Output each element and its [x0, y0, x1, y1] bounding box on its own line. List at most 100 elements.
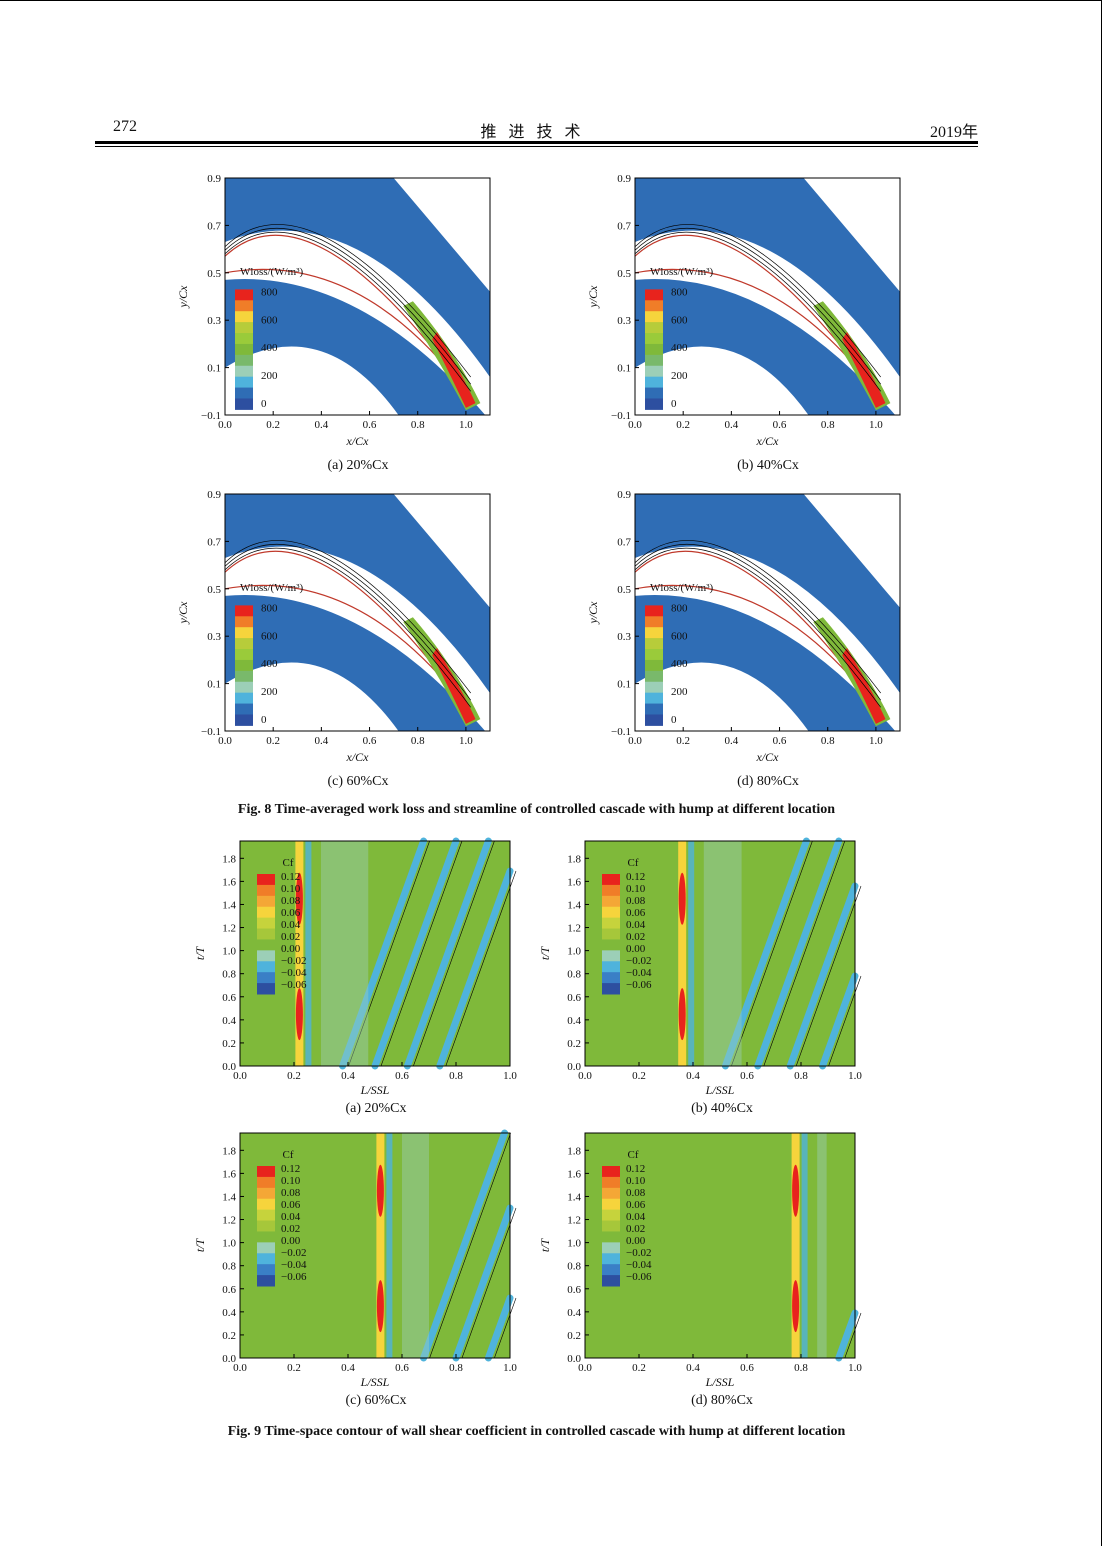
- fig9-legend-swatch: [602, 950, 620, 962]
- fig8-x-tick-label: 0.0: [218, 419, 232, 431]
- fig8-x-tick-label: 0.4: [314, 735, 328, 747]
- fig9-separation-band: [305, 841, 312, 1066]
- fig9-legend-label: −0.02: [626, 1247, 651, 1259]
- fig9-x-tick-label: 0.0: [233, 1070, 247, 1082]
- fig8-x-tick-label: 0.8: [411, 735, 425, 747]
- fig9-legend-label: −0.02: [626, 955, 651, 967]
- fig9-x-tick-label: 0.8: [449, 1362, 463, 1374]
- fig8-y-tick-label: −0.1: [201, 726, 221, 738]
- fig9-hump-band: [678, 841, 687, 1066]
- fig9-legend-swatch: [602, 983, 620, 995]
- fig9-legend-label: 0.00: [626, 943, 646, 955]
- fig9-legend-label: 0.10: [626, 1175, 646, 1187]
- fig9-hump-band: [791, 1133, 800, 1358]
- fig8-y-tick-label: 0.7: [207, 220, 221, 232]
- fig9-shedding-band: [754, 837, 843, 1070]
- fig8-legend-label: 200: [261, 370, 278, 382]
- fig8-legend-swatch: [645, 616, 663, 628]
- fig8-flow-region-lower: [225, 279, 486, 415]
- fig8-legend-swatch: [645, 638, 663, 650]
- fig9-hump-peak: [792, 1164, 800, 1217]
- fig9-legend-swatch: [257, 1209, 275, 1222]
- fig9-contour-line: [445, 870, 517, 1067]
- fig8-legend-swatch: [235, 333, 253, 345]
- fig9-y-tick-label: 0.4: [567, 1015, 581, 1027]
- fig8-caption-a: (a) 20%Cx: [327, 458, 389, 473]
- fig8-high-loss-region: [842, 332, 886, 408]
- fig9-legend-swatch: [257, 1275, 275, 1287]
- fig8-legend-swatch: [235, 300, 253, 312]
- publication-year: 2019年: [929, 124, 978, 141]
- fig8-y-tick-label: 0.5: [207, 268, 221, 280]
- fig9-legend-swatch: [602, 928, 620, 940]
- fig9-y-tick-label: 0.2: [567, 1038, 581, 1050]
- fig9-legend-label: 0.12: [626, 1163, 645, 1175]
- fig9-legend-swatch: [257, 1242, 275, 1254]
- fig8-legend-label: 200: [671, 686, 688, 698]
- fig9-hump-peak: [376, 1280, 384, 1333]
- fig9-legend-swatch: [602, 1231, 620, 1243]
- fig9-legend-label: 0.12: [626, 871, 645, 883]
- fig9-legend-swatch: [602, 1242, 620, 1254]
- fig8-legend-title: Wloss/(W/m³): [650, 266, 714, 278]
- fig8-y-axis-label: y/Cx: [586, 285, 600, 309]
- fig8-y-axis-label: y/Cx: [176, 601, 190, 625]
- fig9-legend-label: −0.06: [626, 979, 652, 991]
- fig9-y-tick-label: 1.6: [222, 876, 236, 888]
- fig9-legend-swatch: [257, 1198, 275, 1211]
- fig8-streamline: [224, 543, 472, 701]
- fig9-legend-label: 0.10: [281, 1175, 301, 1187]
- fig9-shedding-band: [420, 1129, 509, 1362]
- fig9-legend-swatch: [257, 972, 275, 984]
- fig8-legend-swatch: [645, 322, 663, 334]
- fig9-separation-band: [688, 841, 695, 1066]
- fig9-contour-line: [731, 840, 813, 1067]
- fig9-legend-label: 0.04: [626, 919, 646, 931]
- fig8-flow-region: [225, 178, 490, 378]
- fig8-legend-label: 0: [261, 398, 267, 410]
- fig8-x-tick-label: 0.6: [363, 735, 377, 747]
- fig8-legend-label: 800: [671, 286, 688, 298]
- fig9-y-tick-label: 1.2: [222, 1215, 236, 1227]
- fig9-legend-label: −0.02: [281, 1247, 306, 1259]
- fig8-flow-region-lower: [225, 595, 486, 731]
- fig9-legend-swatch: [602, 906, 620, 919]
- fig9-y-axis-label: t/T: [193, 946, 207, 961]
- fig8-y-tick-label: −0.1: [611, 726, 631, 738]
- fig8-legend-swatch: [235, 376, 253, 389]
- fig8-x-tick-label: 0.6: [773, 735, 787, 747]
- fig9-legend-swatch: [602, 895, 620, 908]
- running-header: 272 推进技术 2019年: [95, 118, 978, 141]
- fig9-legend-swatch: [602, 1198, 620, 1211]
- fig8-legend-title: Wloss/(W/m³): [240, 266, 304, 278]
- fig8-y-tick-label: 0.3: [207, 315, 221, 327]
- fig9-panel-b: Cf 0.120.100.080.060.040.020.00−0.02−0.04…: [538, 837, 862, 1097]
- fig8-legend-label: 600: [671, 314, 688, 326]
- fig9-x-tick-label: 0.4: [686, 1070, 700, 1082]
- fig8-legend-swatch: [645, 300, 663, 312]
- fig8-x-axis-label: x/Cx: [756, 434, 780, 448]
- fig9-hump-band: [376, 1133, 385, 1358]
- fig8-x-tick-label: 0.0: [628, 735, 642, 747]
- fig9-legend-swatch: [257, 874, 275, 886]
- fig9-legend-swatch: [602, 1187, 620, 1200]
- fig8-legend-label: 800: [261, 602, 278, 614]
- fig8-legend-swatch: [235, 638, 253, 650]
- fig8-legend-swatch: [645, 387, 663, 399]
- fig9-legend-swatch: [602, 1220, 620, 1232]
- fig8-streamline: [634, 547, 882, 708]
- fig8-legend-swatch: [645, 649, 663, 661]
- fig9-x-tick-label: 0.6: [395, 1362, 409, 1374]
- page-number: 272: [113, 118, 137, 135]
- fig8-x-tick-label: 0.4: [724, 419, 738, 431]
- fig9-axes-frame: [239, 1132, 511, 1359]
- fig9-legend-swatch: [602, 1253, 620, 1265]
- fig9-x-axis-label: L/SSL: [705, 1083, 735, 1097]
- fig8-x-tick-label: 0.0: [218, 735, 232, 747]
- fig8-high-loss-region: [842, 648, 886, 724]
- fig9-axes-frame: [584, 1132, 856, 1359]
- fig9-contour-line: [413, 840, 495, 1067]
- fig8-legend-label: 400: [671, 658, 688, 670]
- fig9-x-tick-label: 0.0: [578, 1362, 592, 1374]
- fig9-transition-region: [703, 841, 742, 1066]
